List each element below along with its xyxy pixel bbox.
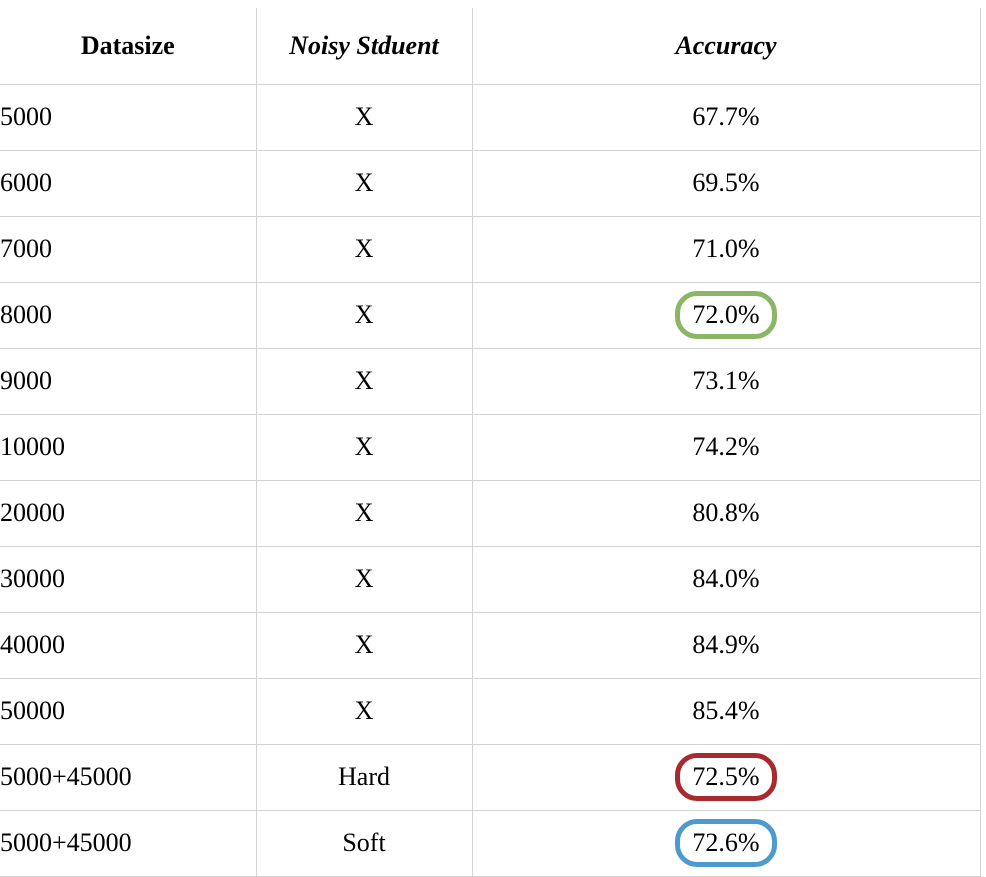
accuracy-value: 73.1% bbox=[692, 366, 760, 395]
table-row: 10000 X 74.2% bbox=[0, 413, 981, 481]
header-noisy-student: Noisy Stduent bbox=[255, 8, 473, 85]
noisy-student-cell: Soft bbox=[255, 809, 473, 877]
datasize-cell: 8000 bbox=[0, 281, 257, 349]
table-row: 50000 X 85.4% bbox=[0, 677, 981, 745]
noisy-student-cell: X bbox=[255, 413, 473, 481]
accuracy-cell: 72.0% bbox=[471, 281, 981, 349]
table-body: 5000 X 67.7% 6000 X 69.5% 7000 X 71.0% 8… bbox=[0, 83, 981, 877]
accuracy-cell: 72.5% bbox=[471, 743, 981, 811]
accuracy-cell: 67.7% bbox=[471, 83, 981, 151]
datasize-cell: 5000+45000 bbox=[0, 809, 257, 877]
results-table: Datasize Noisy Stduent Accuracy 5000 X 6… bbox=[0, 8, 981, 877]
datasize-cell: 10000 bbox=[0, 413, 257, 481]
accuracy-cell: 84.9% bbox=[471, 611, 981, 679]
accuracy-cell: 71.0% bbox=[471, 215, 981, 283]
noisy-student-cell: X bbox=[255, 611, 473, 679]
noisy-student-cell: X bbox=[255, 149, 473, 217]
noisy-student-cell: X bbox=[255, 83, 473, 151]
datasize-cell: 30000 bbox=[0, 545, 257, 613]
header-row: Datasize Noisy Stduent Accuracy bbox=[0, 8, 981, 85]
table-row: 30000 X 84.0% bbox=[0, 545, 981, 613]
accuracy-cell: 72.6% bbox=[471, 809, 981, 877]
noisy-student-cell: X bbox=[255, 677, 473, 745]
accuracy-cell: 84.0% bbox=[471, 545, 981, 613]
noisy-student-cell: X bbox=[255, 215, 473, 283]
table-row: 5000 X 67.7% bbox=[0, 83, 981, 151]
table-row: 6000 X 69.5% bbox=[0, 149, 981, 217]
table-row: 5000+45000 Hard 72.5% bbox=[0, 743, 981, 811]
datasize-cell: 9000 bbox=[0, 347, 257, 415]
datasize-cell: 40000 bbox=[0, 611, 257, 679]
accuracy-value-highlighted: 72.6% bbox=[675, 819, 777, 867]
noisy-student-cell: Hard bbox=[255, 743, 473, 811]
accuracy-value: 69.5% bbox=[692, 168, 760, 197]
datasize-cell: 7000 bbox=[0, 215, 257, 283]
accuracy-value-highlighted: 72.0% bbox=[675, 291, 777, 339]
table-header: Datasize Noisy Stduent Accuracy bbox=[0, 8, 981, 85]
datasize-cell: 20000 bbox=[0, 479, 257, 547]
accuracy-value: 80.8% bbox=[692, 498, 760, 527]
accuracy-value: 74.2% bbox=[692, 432, 760, 461]
accuracy-cell: 74.2% bbox=[471, 413, 981, 481]
table-row: 7000 X 71.0% bbox=[0, 215, 981, 283]
header-accuracy: Accuracy bbox=[471, 8, 981, 85]
noisy-student-cell: X bbox=[255, 545, 473, 613]
datasize-cell: 50000 bbox=[0, 677, 257, 745]
noisy-student-cell: X bbox=[255, 281, 473, 349]
accuracy-cell: 80.8% bbox=[471, 479, 981, 547]
table-row: 8000 X 72.0% bbox=[0, 281, 981, 349]
accuracy-value: 85.4% bbox=[692, 696, 760, 725]
accuracy-value: 84.9% bbox=[692, 630, 760, 659]
accuracy-value-highlighted: 72.5% bbox=[675, 753, 777, 801]
table-row: 40000 X 84.9% bbox=[0, 611, 981, 679]
datasize-cell: 6000 bbox=[0, 149, 257, 217]
accuracy-value: 67.7% bbox=[692, 102, 760, 131]
datasize-cell: 5000+45000 bbox=[0, 743, 257, 811]
header-datasize: Datasize bbox=[0, 8, 257, 85]
accuracy-cell: 85.4% bbox=[471, 677, 981, 745]
table-row: 9000 X 73.1% bbox=[0, 347, 981, 415]
table-row: 5000+45000 Soft 72.6% bbox=[0, 809, 981, 877]
noisy-student-cell: X bbox=[255, 347, 473, 415]
accuracy-cell: 69.5% bbox=[471, 149, 981, 217]
datasize-cell: 5000 bbox=[0, 83, 257, 151]
accuracy-value: 84.0% bbox=[692, 564, 760, 593]
noisy-student-cell: X bbox=[255, 479, 473, 547]
accuracy-cell: 73.1% bbox=[471, 347, 981, 415]
table-row: 20000 X 80.8% bbox=[0, 479, 981, 547]
accuracy-value: 71.0% bbox=[692, 234, 760, 263]
